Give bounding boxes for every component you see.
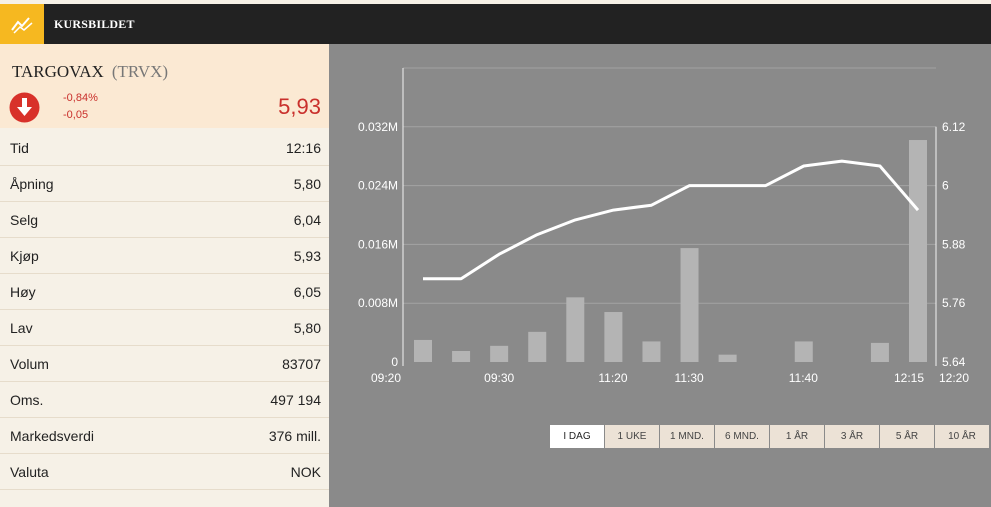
y-left-tick-label: 0.016M (358, 237, 398, 251)
quote-row: Volum 83707 (0, 346, 329, 382)
x-tick-label: 12:20 (939, 371, 969, 385)
quote-row: Kjøp 5,93 (0, 238, 329, 274)
change-percent: -0,84% (63, 92, 98, 104)
x-tick-label: 09:20 (371, 371, 401, 385)
y-right-tick-label: 6.12 (942, 120, 966, 134)
volume-bar (794, 341, 813, 362)
x-tick-label: 11:20 (598, 371, 627, 385)
quote-row: Oms. 497 194 (0, 382, 329, 418)
quote-row-value: 5,80 (293, 319, 321, 336)
quote-row-value: 6,05 (293, 283, 321, 300)
quote-row-value: 497 194 (270, 391, 321, 408)
tab-period[interactable]: 5 ÅR (880, 425, 934, 448)
tab-period[interactable]: 1 ÅR (770, 425, 824, 448)
y-left-tick-label: 0 (391, 355, 398, 369)
tab-period[interactable]: 1 UKE (605, 425, 659, 448)
x-tick-label: 11:30 (675, 371, 704, 385)
quote-row: Lav 5,80 (0, 310, 329, 346)
price-volume-chart: 0 0.008M 0.016M 0.024M 0.032M 5.64 5.76 5.88 6 6.… (358, 67, 969, 385)
volume-bar (870, 342, 889, 362)
quote-row-label: Markedsverdi (10, 427, 95, 444)
quote-panel: TARGOVAX (TRVX) -0,84% -0,05 5,93 Tid 12:1… (0, 44, 329, 507)
x-tick-label: 12:15 (894, 371, 924, 385)
price-line (423, 159, 920, 281)
stock-header: TARGOVAX (TRVX) -0,84% -0,05 5,93 (0, 44, 329, 128)
quote-row-label: Lav (10, 319, 33, 336)
x-tick-label: 09:30 (484, 371, 514, 385)
tab-period[interactable]: 1 MND. (660, 425, 714, 448)
volume-bar (718, 354, 737, 362)
chart-line-icon (0, 4, 44, 44)
header-title: KURSBILDET (54, 17, 135, 31)
stock-title: TARGOVAX (TRVX) (12, 62, 168, 82)
y-right-tick-label: 5.88 (942, 237, 966, 251)
quote-row-label: Selg (10, 211, 39, 228)
quote-row-value: 5,93 (293, 247, 321, 264)
volume-bar (566, 297, 585, 362)
quote-row: Markedsverdi 376 mill. (0, 418, 329, 454)
volume-bar (909, 140, 927, 362)
quote-row-value: 12:16 (285, 139, 321, 156)
quote-row-label: Oms. (10, 391, 44, 408)
tab-period[interactable]: 6 MND. (715, 425, 769, 448)
y-right-tick-label: 5.64 (942, 355, 966, 369)
tab-period[interactable]: 10 ÅR (935, 425, 989, 448)
volume-bar (452, 350, 471, 362)
quote-row: Valuta NOK (0, 454, 329, 490)
y-left-tick-label: 0.032M (358, 120, 398, 134)
quote-row-value: 5,80 (293, 175, 321, 192)
arrow-down-icon (9, 92, 40, 123)
volume-bar (528, 331, 547, 362)
quote-row-label: Kjøp (10, 247, 39, 264)
y-right-tick-label: 6 (942, 179, 949, 193)
quote-row-label: Volum (10, 355, 49, 372)
quote-row: Selg 6,04 (0, 202, 329, 238)
header-bar: KURSBILDET (0, 4, 991, 44)
quote-row-value: 376 mill. (268, 427, 321, 444)
quote-row-label: Valuta (10, 463, 49, 480)
quote-row: Høy 6,05 (0, 274, 329, 310)
top-strip (0, 0, 991, 4)
y-left-tick-label: 0.024M (358, 179, 398, 193)
stock-name: TARGOVAX (12, 62, 104, 81)
y-left-tick-label: 0.008M (358, 296, 398, 310)
quote-row-value: 6,04 (293, 211, 321, 228)
y-right-tick-label: 5.76 (942, 296, 966, 310)
tab-period[interactable]: I DAG (550, 425, 604, 448)
volume-bar (490, 345, 509, 362)
quote-row-label: Høy (10, 283, 36, 300)
chart-panel: 0 0.008M 0.016M 0.024M 0.032M 5.64 5.76 5.88 6 6.… (329, 44, 991, 507)
quote-row-value: NOK (290, 463, 321, 480)
volume-bar (414, 339, 432, 362)
quote-row: Åpning 5,80 (0, 166, 329, 202)
x-tick-label: 11:40 (789, 371, 818, 385)
period-tabs: I DAG 1 UKE 1 MND. 6 MND. 1 ÅR 3 ÅR 5 ÅR 10 ÅR (550, 425, 990, 448)
quote-row-label: Tid (10, 139, 29, 156)
tab-period[interactable]: 3 ÅR (825, 425, 879, 448)
volume-bar (604, 312, 623, 362)
quote-table: Tid 12:16 Åpning 5,80 Selg 6,04 Kjøp 5,93 Høy 6,0… (0, 130, 329, 490)
quote-row-label: Åpning (10, 175, 54, 192)
quote-row-value: 83707 (282, 355, 321, 372)
quote-row: Tid 12:16 (0, 130, 329, 166)
change-absolute: -0,05 (63, 109, 89, 121)
stock-ticker: (TRVX) (111, 62, 169, 81)
volume-bar (680, 248, 699, 362)
last-price: 5,93 (278, 94, 321, 119)
volume-bar (642, 341, 661, 362)
